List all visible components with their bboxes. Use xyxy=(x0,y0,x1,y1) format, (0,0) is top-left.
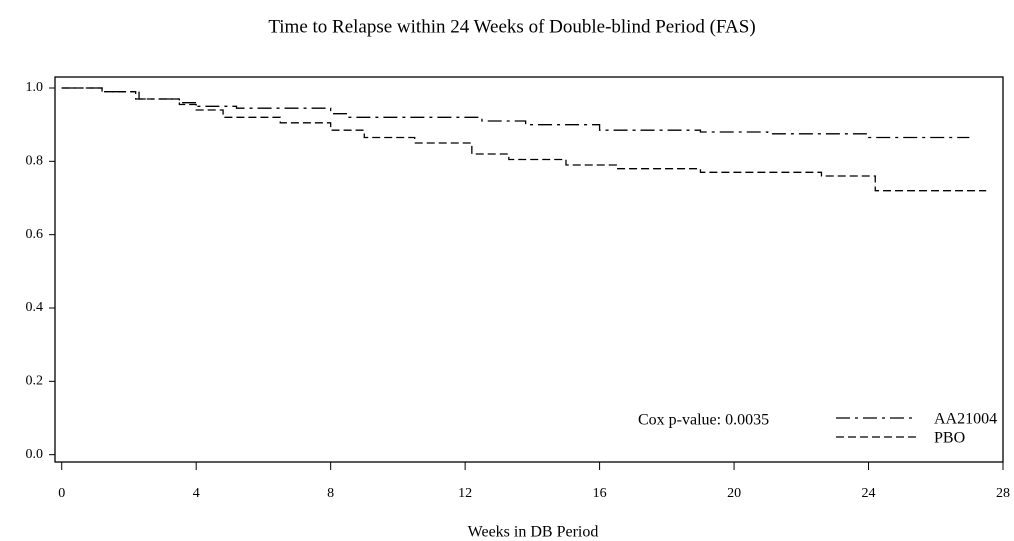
y-tick-label: 0.6 xyxy=(26,227,44,242)
x-axis-label: Weeks in DB Period xyxy=(468,524,599,541)
y-tick-label: 0.0 xyxy=(26,447,44,462)
survival-curve xyxy=(61,87,970,139)
x-tick-label: 24 xyxy=(862,486,876,501)
x-tick-label: 8 xyxy=(327,486,334,501)
y-tick-label: 0.2 xyxy=(26,374,44,389)
x-tick-label: 16 xyxy=(593,486,607,501)
x-tick-label: 12 xyxy=(458,486,472,501)
y-tick-label: 0.4 xyxy=(26,300,44,315)
legend-label: AA21004 xyxy=(934,411,997,428)
annotation: Cox p-value: 0.0035 xyxy=(638,412,769,429)
chart-title: Time to Relapse within 24 Weeks of Doubl… xyxy=(268,16,755,37)
y-tick-label: 0.8 xyxy=(26,154,44,169)
x-tick-label: 28 xyxy=(996,486,1010,501)
survival-curve xyxy=(61,87,987,192)
x-tick-label: 4 xyxy=(193,486,200,501)
x-tick-label: 20 xyxy=(727,486,741,501)
y-tick-label: 1.0 xyxy=(26,80,44,95)
legend-label: PBO xyxy=(934,430,965,447)
plot-frame xyxy=(54,76,1004,463)
x-tick-label: 0 xyxy=(58,486,65,501)
